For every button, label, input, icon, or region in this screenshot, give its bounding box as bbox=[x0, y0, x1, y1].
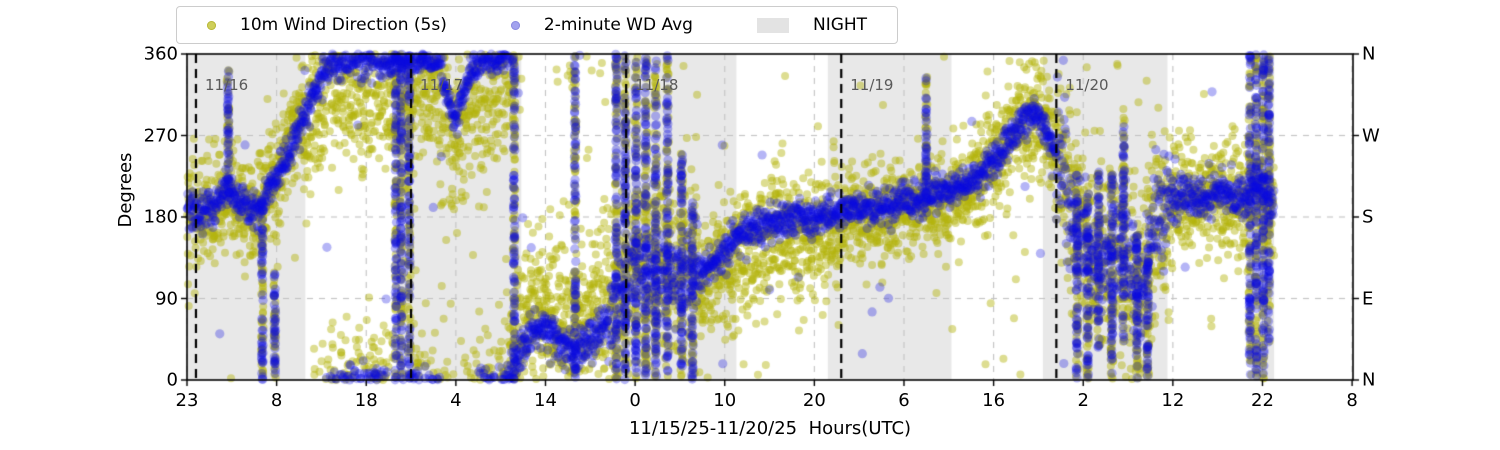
x-tick-label: 14 bbox=[534, 390, 557, 411]
date-annotation: 11/16 bbox=[204, 76, 249, 94]
right-axis-tick-label: S bbox=[1362, 206, 1374, 228]
y-tick-label: 0 bbox=[166, 369, 178, 391]
legend-item-wd-avg: 2-minute WD Avg bbox=[510, 15, 693, 35]
legend: 10m Wind Direction (5s) 2-minute WD Avg … bbox=[176, 6, 899, 44]
y-tick-label: 270 bbox=[143, 125, 178, 146]
legend-item-10m-wind: 10m Wind Direction (5s) bbox=[207, 15, 447, 35]
right-axis-tick-label: W bbox=[1362, 125, 1380, 146]
right-axis-tick-label: N bbox=[1362, 43, 1376, 65]
date-annotation: 11/20 bbox=[1065, 76, 1109, 94]
scatter-dot-icon bbox=[510, 20, 520, 30]
legend-label-wd-avg: 2-minute WD Avg bbox=[543, 15, 693, 35]
x-tick-label: 6 bbox=[898, 390, 910, 411]
right-axis-tick-label: N bbox=[1362, 369, 1376, 391]
x-tick-label: 0 bbox=[629, 390, 641, 411]
x-tick-label: 23 bbox=[175, 390, 199, 411]
x-tick-label: 12 bbox=[1161, 390, 1185, 411]
date-annotation: 11/19 bbox=[850, 76, 894, 94]
y-tick-label: 360 bbox=[143, 43, 178, 65]
date-annotation: 11/18 bbox=[635, 76, 679, 94]
y-tick-label: 90 bbox=[155, 288, 178, 309]
x-tick-label: 18 bbox=[354, 390, 378, 411]
right-axis-tick-label: E bbox=[1362, 288, 1374, 309]
scatter-dot-icon bbox=[207, 20, 216, 30]
x-tick-label: 20 bbox=[802, 390, 826, 411]
x-tick-label: 8 bbox=[270, 390, 283, 411]
legend-label-10m-wind: 10m Wind Direction (5s) bbox=[240, 15, 447, 35]
x-axis-label: 11/15/25-11/20/25 Hours(UTC) bbox=[628, 418, 912, 439]
x-tick-label: 10 bbox=[713, 390, 737, 411]
y-axis-label: Degrees bbox=[114, 152, 136, 228]
x-tick-label: 22 bbox=[1251, 390, 1274, 411]
x-tick-label: 16 bbox=[982, 390, 1006, 411]
date-annotation: 11/17 bbox=[420, 76, 464, 94]
x-tick-label: 2 bbox=[1077, 390, 1089, 411]
y-tick-label: 180 bbox=[143, 206, 178, 228]
x-tick-label: 4 bbox=[450, 390, 462, 411]
legend-label-night: NIGHT bbox=[812, 15, 868, 35]
x-tick-label: 8 bbox=[1346, 390, 1358, 411]
legend-item-night: NIGHT bbox=[756, 15, 868, 35]
night-shading-swatch-icon bbox=[756, 17, 789, 33]
